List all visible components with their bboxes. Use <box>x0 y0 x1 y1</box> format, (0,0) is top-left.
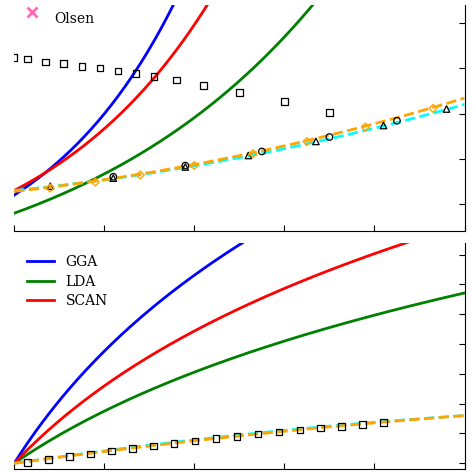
Point <box>128 445 136 452</box>
Point <box>24 459 31 466</box>
Point <box>109 174 117 182</box>
Point <box>312 137 319 145</box>
Point <box>96 64 103 72</box>
Point <box>182 162 189 169</box>
Point <box>45 456 53 464</box>
Point <box>149 442 157 450</box>
Point <box>173 76 180 84</box>
Legend: GGA, LDA, SCAN: GGA, LDA, SCAN <box>21 250 113 314</box>
Point <box>60 60 67 67</box>
Point <box>254 430 262 438</box>
Text: Olsen: Olsen <box>55 11 95 26</box>
Point <box>303 138 310 146</box>
Point <box>42 58 49 65</box>
Point <box>171 440 178 447</box>
Point <box>296 426 303 434</box>
Point <box>326 133 333 141</box>
Point <box>191 162 198 169</box>
Point <box>66 453 73 460</box>
Point <box>150 73 157 80</box>
Point <box>212 435 220 442</box>
Point <box>24 55 31 63</box>
Point <box>46 182 54 190</box>
Point <box>326 109 333 117</box>
Point <box>249 150 257 157</box>
Point <box>182 163 189 171</box>
Point <box>317 424 325 432</box>
Point <box>91 178 99 186</box>
Point <box>443 105 450 113</box>
Point <box>114 67 121 75</box>
Point <box>87 450 94 458</box>
Point <box>10 54 18 61</box>
Point <box>380 122 387 129</box>
Point <box>132 70 139 77</box>
Point <box>46 184 54 192</box>
Point <box>236 89 243 96</box>
Point <box>429 105 437 112</box>
Point <box>245 152 252 159</box>
Point <box>359 420 366 428</box>
Point <box>191 437 199 445</box>
Point <box>275 428 283 436</box>
Point <box>281 98 288 106</box>
Point <box>380 419 387 427</box>
Point <box>78 63 85 70</box>
Point <box>137 171 144 179</box>
Point <box>338 422 346 430</box>
Point <box>108 447 115 455</box>
Point <box>393 117 401 125</box>
Point <box>109 173 117 181</box>
Point <box>233 433 241 440</box>
Point <box>362 123 369 131</box>
Point <box>200 82 207 89</box>
Point <box>258 148 265 155</box>
